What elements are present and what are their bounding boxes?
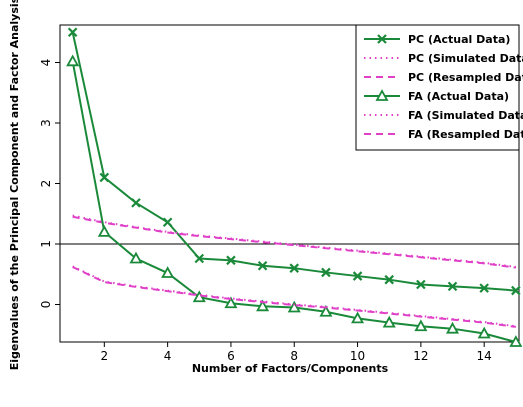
data-point-stroke-b: [321, 267, 331, 278]
series-5: [72, 266, 516, 328]
data-point: [97, 225, 111, 237]
legend-box: [355, 24, 520, 151]
data-point: [416, 279, 426, 290]
x-tick-label: 12: [413, 349, 428, 363]
x-tick-label: 10: [350, 349, 365, 363]
data-point: [192, 290, 206, 303]
data-point: [161, 266, 175, 278]
data-point: [384, 274, 394, 285]
series-3: [66, 54, 523, 347]
legend-label: PC (Simulated Data): [408, 52, 523, 65]
series-line: [72, 215, 516, 269]
y-axis-title: Eigenvalues of the Principal Component a…: [8, 0, 21, 370]
data-point: [256, 299, 270, 312]
data-point: [319, 304, 333, 317]
data-point: [162, 217, 173, 227]
y-tick-label: 4: [39, 59, 53, 67]
data-point: [414, 319, 428, 332]
series-0: [67, 27, 521, 296]
data-point: [224, 296, 238, 309]
data-point: [382, 315, 396, 328]
data-point: [352, 271, 363, 281]
data-point: [67, 27, 78, 38]
data-point-stroke-b: [99, 172, 110, 183]
data-point: [289, 263, 300, 273]
data-point: [511, 285, 521, 296]
x-tick-label: 4: [164, 349, 172, 363]
data-point: [477, 326, 491, 339]
x-axis-title: Number of Factors/Components: [192, 362, 389, 375]
data-point-stroke-b: [352, 271, 363, 281]
data-point: [131, 198, 141, 208]
data-point: [447, 281, 458, 292]
y-axis: 0 1 2 3 4: [39, 59, 60, 309]
legend-label: PC (Actual Data): [408, 33, 510, 46]
legend-label: FA (Simulated Data): [408, 109, 523, 122]
data-point: [194, 253, 205, 264]
series-layer: [66, 27, 523, 347]
data-point: [479, 283, 489, 293]
data-point-stroke-b: [416, 279, 426, 290]
data-point-stroke-b: [257, 260, 268, 271]
series-line: [72, 265, 516, 328]
data-point: [445, 321, 460, 334]
x-axis: 2 4 6 8 10 12 14: [100, 342, 492, 363]
legend-marker: [377, 34, 387, 44]
data-point: [321, 267, 331, 278]
data-point-stroke-b: [511, 285, 521, 296]
y-tick-label: 3: [39, 119, 53, 127]
data-point-stroke-b: [67, 27, 78, 38]
x-tick-label: 2: [100, 349, 108, 363]
data-point: [66, 54, 80, 67]
legend-label: FA (Resampled Data): [408, 128, 523, 141]
data-point: [351, 311, 365, 324]
data-point-stroke-b: [384, 274, 394, 285]
y-tick-label: 2: [39, 180, 53, 188]
data-point-stroke-b: [447, 281, 458, 292]
series-line: [72, 266, 516, 328]
legend: PC (Actual Data) PC (Simulated Data) PC (R…: [355, 24, 523, 151]
legend-label: PC (Resampled Data): [408, 71, 523, 84]
y-tick-label: 1: [39, 240, 53, 248]
legend-label: FA (Actual Data): [408, 90, 509, 103]
data-point: [226, 255, 236, 266]
series-4: [72, 265, 516, 328]
data-point: [99, 172, 110, 183]
x-tick-label: 8: [290, 349, 298, 363]
data-point-stroke-b: [289, 263, 300, 273]
data-point-stroke-b: [226, 255, 236, 266]
legend-marker-stroke-b: [377, 34, 387, 44]
data-point-stroke-b: [479, 283, 489, 293]
data-point: [509, 335, 523, 347]
legend-marker: [375, 89, 389, 101]
data-point-stroke-b: [131, 198, 141, 208]
data-point-stroke-b: [162, 217, 173, 227]
data-point: [257, 260, 268, 271]
data-point-stroke-b: [194, 253, 205, 264]
data-point: [129, 251, 143, 264]
data-point: [287, 300, 301, 313]
x-tick-label: 14: [477, 349, 492, 363]
series-2: [72, 215, 516, 269]
x-tick-label: 6: [227, 349, 235, 363]
y-tick-label: 0: [39, 301, 53, 309]
